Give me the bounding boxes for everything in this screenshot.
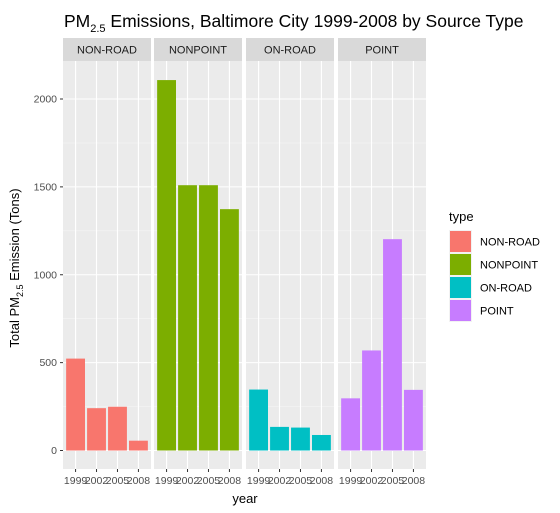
bar-non-road-2002 <box>87 408 106 451</box>
legend-label: NON-ROAD <box>480 237 540 249</box>
bar-non-road-2008 <box>129 440 148 451</box>
legend-swatch-on-road <box>450 277 471 298</box>
facet-panel-on-road: ON-ROAD <box>246 38 334 469</box>
facet-strip-label: NON-ROAD <box>77 45 137 57</box>
x-tick-label: 1999 <box>247 475 271 487</box>
y-tick-label: 1500 <box>34 181 58 193</box>
facet-strip <box>63 38 151 61</box>
facet-panels: NON-ROAD NONPOINT ON-ROAD POINT <box>63 38 426 469</box>
legend-label: NONPOINT <box>480 260 538 272</box>
legend-label: POINT <box>480 306 514 318</box>
y-axis: 0 500 1000 1500 2000 <box>34 94 63 457</box>
x-tick-label: 2002 <box>360 475 384 487</box>
bar-on-road-2005 <box>291 427 310 451</box>
legend-swatch-non-road <box>450 231 471 252</box>
facet-strip-label: POINT <box>365 45 399 57</box>
bar-nonpoint-1999 <box>157 80 176 451</box>
bar-point-2002 <box>362 350 381 451</box>
bar-on-road-2008 <box>312 434 331 451</box>
y-tick-label: 1000 <box>34 269 58 281</box>
facet-strip-label: ON-ROAD <box>264 45 316 57</box>
y-axis-title: Total PM2.5 Emission (Tons) <box>7 188 25 347</box>
legend-swatch-nonpoint <box>450 254 471 275</box>
y-tick-label: 500 <box>39 357 57 369</box>
chart-title: PM2.5 Emissions, Baltimore City 1999-200… <box>64 11 523 35</box>
x-tick-label: 2002 <box>85 475 109 487</box>
x-tick-label: 1999 <box>155 475 179 487</box>
x-tick-label: 2008 <box>402 475 426 487</box>
bar-point-2008 <box>404 389 423 451</box>
facet-panel-point: POINT <box>338 38 426 469</box>
x-tick-label: 2005 <box>197 475 221 487</box>
legend-swatch-point <box>450 300 471 321</box>
legend-label: ON-ROAD <box>480 283 532 295</box>
x-tick-label: 2008 <box>127 475 151 487</box>
x-tick-label: 2005 <box>289 475 313 487</box>
x-axis-title: year <box>232 491 258 506</box>
x-tick-label: 2002 <box>176 475 200 487</box>
y-tick-label: 2000 <box>34 94 58 106</box>
bar-on-road-1999 <box>249 389 268 451</box>
legend-title: type <box>449 209 474 224</box>
x-tick-label: 2005 <box>381 475 405 487</box>
facet-strip <box>338 38 426 61</box>
facet-strip-label: NONPOINT <box>169 45 227 57</box>
bar-nonpoint-2002 <box>178 185 197 451</box>
facet-panel-non-road: NON-ROAD <box>63 38 151 469</box>
facet-strip <box>154 38 242 61</box>
bar-point-1999 <box>341 398 360 451</box>
bar-point-2005 <box>383 239 402 451</box>
x-tick-label: 2005 <box>106 475 130 487</box>
legend: type NON-ROAD NONPOINT ON-ROAD POINT <box>449 209 540 322</box>
facet-strip <box>246 38 334 61</box>
bar-on-road-2002 <box>270 426 289 451</box>
bar-nonpoint-2008 <box>220 209 239 451</box>
x-tick-label: 2008 <box>218 475 242 487</box>
bar-non-road-1999 <box>66 358 85 451</box>
bar-non-road-2005 <box>108 406 127 451</box>
x-tick-label: 1999 <box>64 475 88 487</box>
x-tick-label: 1999 <box>339 475 363 487</box>
x-tick-label: 2008 <box>310 475 334 487</box>
y-tick-label: 0 <box>51 445 57 457</box>
x-tick-label: 2002 <box>268 475 292 487</box>
facet-panel-nonpoint: NONPOINT <box>154 38 242 469</box>
bar-nonpoint-2005 <box>199 185 218 451</box>
